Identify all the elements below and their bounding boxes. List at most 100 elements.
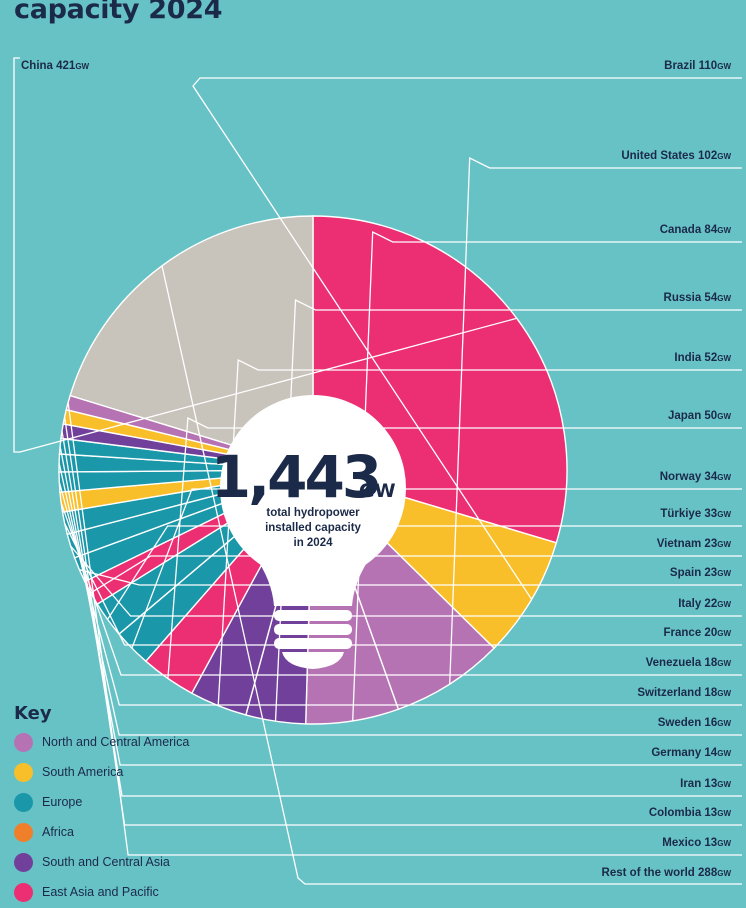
leader-line-turkiye (107, 525, 742, 620)
slice-label-unit: GW (717, 780, 731, 789)
legend-label: North and Central America (42, 735, 190, 749)
total-capacity-value: 1,443 (211, 443, 379, 511)
leader-line-sweden (58, 462, 742, 736)
legend-item-south-and-central-asia: South and Central Asia (14, 847, 189, 877)
slice-label-unit: GW (717, 354, 731, 363)
slice-label-unit: GW (717, 152, 731, 161)
slice-label-name: Switzerland 18 (637, 687, 717, 699)
leader-line-spain (79, 569, 742, 586)
legend-item-east-asia-and-pacific: East Asia and Pacific (14, 877, 189, 907)
legend-item-europe: Europe (14, 787, 189, 817)
slice-label-vietnam: Vietnam 23GW (657, 538, 732, 550)
leader-line-france (64, 522, 742, 646)
legend-swatch (14, 822, 33, 842)
legend-item-south-america: South America (14, 757, 189, 787)
legend-item-africa: Africa (14, 817, 189, 847)
legend-swatch (14, 852, 33, 872)
slice-label-unit: GW (75, 62, 89, 71)
slice-label-brazil: Brazil 110GW (664, 60, 731, 72)
slice-label-unit: GW (717, 600, 731, 609)
slice-label-unit: GW (717, 540, 731, 549)
slice-label-spain: Spain 23GW (670, 567, 732, 579)
centre-note-line-2: installed capacity (265, 522, 361, 534)
legend-label: Europe (42, 795, 83, 809)
leader-line-japan (167, 416, 742, 679)
slice-label-name: Sweden 16 (658, 717, 717, 729)
total-capacity-unit: GW (359, 480, 396, 502)
legend-label: South America (42, 765, 124, 779)
leader-line-iran (61, 430, 742, 797)
slice-label-rest-of-the-world: Rest of the world 288GW (602, 867, 732, 879)
slice-label-name: Vietnam 23 (657, 538, 718, 550)
slice-label-russia: Russia 54GW (664, 292, 732, 304)
slice-label-japan: Japan 50GW (668, 410, 731, 422)
leader-line-germany (59, 446, 742, 766)
centre-note-line-1: total hydropower (266, 507, 360, 519)
slice-label-unit: GW (717, 809, 731, 818)
slice-label-name: Spain 23 (670, 567, 717, 579)
legend-label: Africa (42, 825, 74, 839)
legend-title: Key (14, 703, 52, 724)
slice-label-unit: GW (717, 569, 731, 578)
slice-label-name: Rest of the world 288 (602, 867, 718, 879)
slice-label-switzerland: Switzerland 18GW (637, 687, 731, 699)
slice-label-turkiye: Türkiye 33GW (660, 508, 731, 520)
slice-label-unit: GW (717, 62, 731, 71)
slice-label-unit: GW (717, 412, 731, 421)
legend-swatch (14, 882, 33, 902)
slice-label-united-states: United States 102GW (621, 150, 731, 162)
slice-label-name: United States 102 (621, 150, 717, 162)
slice-label-name: Venezuela 18 (646, 657, 718, 669)
slice-label-name: China 421 (21, 60, 76, 72)
leader-line-china (13, 57, 517, 453)
slice-label-sweden: Sweden 16GW (658, 717, 732, 729)
slice-label-name: Japan 50 (668, 410, 717, 422)
legend-label: South and Central Asia (42, 855, 170, 869)
slice-label-germany: Germany 14GW (651, 747, 731, 759)
slice-label-india: India 52GW (674, 352, 731, 364)
slice-label-unit: GW (717, 629, 731, 638)
slice-label-unit: GW (717, 689, 731, 698)
slice-label-unit: GW (717, 839, 731, 848)
slice-label-unit: GW (717, 294, 731, 303)
slice-label-france: France 20GW (664, 627, 732, 639)
slice-label-name: Brazil 110 (664, 60, 717, 72)
slice-label-china: China 421GW (21, 60, 90, 72)
slice-label-unit: GW (717, 869, 731, 878)
centre-note-line-3: in 2024 (294, 537, 334, 549)
slice-label-canada: Canada 84GW (660, 224, 732, 236)
legend-swatch (14, 732, 33, 752)
leader-line-rest-of-the-world (161, 265, 742, 885)
slice-label-name: Iran 13 (680, 778, 717, 790)
slice-label-unit: GW (717, 510, 731, 519)
leader-lines (13, 57, 742, 885)
lightbulb-icon (220, 395, 406, 669)
slice-label-italy: Italy 22GW (678, 598, 731, 610)
slice-label-unit: GW (717, 749, 731, 758)
slice-label-name: Mexico 13 (662, 837, 717, 849)
legend-label: East Asia and Pacific (42, 885, 159, 899)
slice-label-unit: GW (717, 659, 731, 668)
legend-swatch (14, 792, 33, 812)
slice-label-name: India 52 (674, 352, 717, 364)
slice-label-name: Italy 22 (678, 598, 717, 610)
legend-swatch (14, 762, 33, 782)
slice-label-name: Norway 34 (660, 471, 718, 483)
slice-label-iran: Iran 13GW (680, 778, 731, 790)
slice-label-name: Canada 84 (660, 224, 718, 236)
leader-line-india (217, 358, 742, 706)
slice-label-unit: GW (717, 473, 731, 482)
slice-label-venezuela: Venezuela 18GW (646, 657, 732, 669)
slice-label-name: Germany 14 (651, 747, 717, 759)
slice-label-colombia: Colombia 13GW (649, 807, 732, 819)
legend-item-north-and-central-america: North and Central America (14, 727, 189, 757)
legend: Key North and Central America South Ameri… (14, 703, 189, 907)
slice-label-name: France 20 (664, 627, 718, 639)
chart-title: capacity 2024 (14, 0, 223, 25)
slice-label-name: Colombia 13 (649, 807, 717, 819)
slice-label-norway: Norway 34GW (660, 471, 732, 483)
slice-label-unit: GW (717, 226, 731, 235)
leader-line-brazil (192, 77, 742, 600)
